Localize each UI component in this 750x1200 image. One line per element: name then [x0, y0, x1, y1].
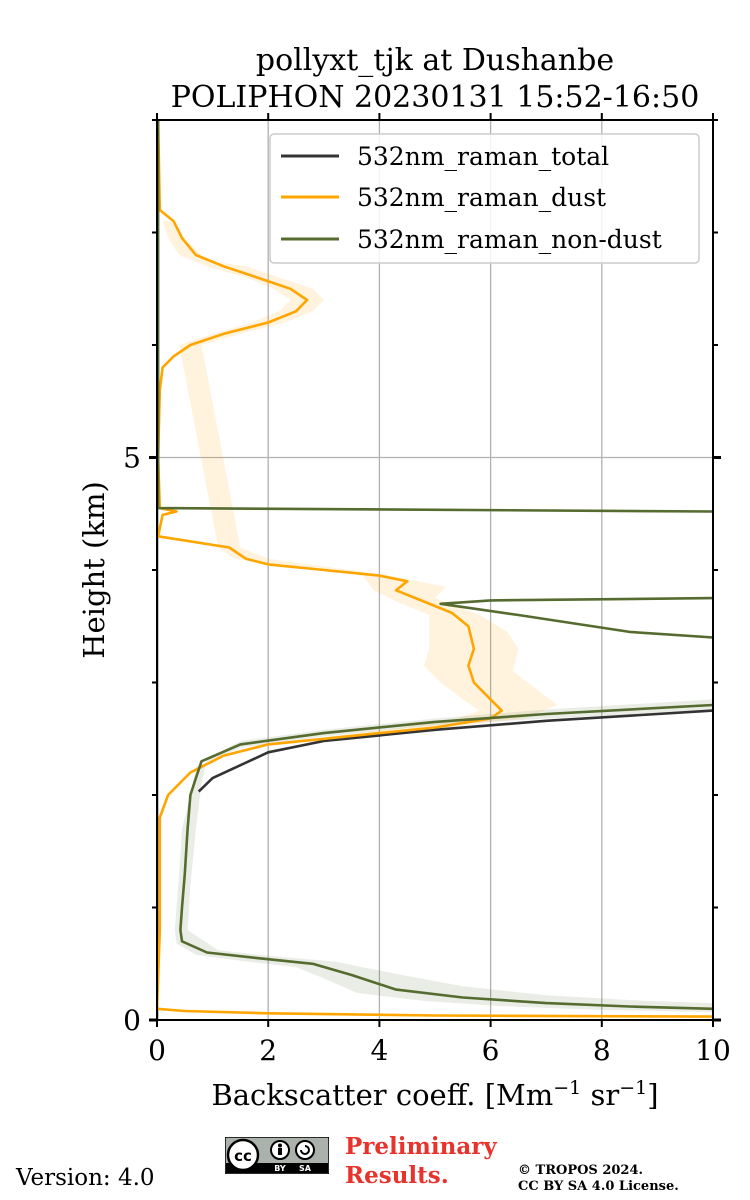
series-line-532nm_raman_non-dust-seg0	[157, 120, 713, 513]
x-tick-label-10: 10	[695, 1034, 731, 1067]
axis-ticks: 0 2 4 6 8 10 0 5	[123, 113, 731, 1067]
legend-label-dust: 532nm_raman_dust	[357, 183, 606, 212]
chart-title-line2: POLIPHON 20230131 15:52-16:50	[171, 80, 700, 115]
series-lines	[157, 120, 713, 1020]
series-line-532nm_raman_dust-seg0	[157, 120, 713, 1018]
x-axis-label-main: Backscatter coeff. [Mm	[211, 1078, 553, 1112]
preliminary-results-notice: Preliminary Results.	[345, 1132, 497, 1190]
copyright-line1: © TROPOS 2024.	[518, 1163, 644, 1178]
cc-by-text: BY	[274, 1164, 286, 1173]
x-tick-label-2: 2	[259, 1034, 277, 1067]
legend-label-non-dust: 532nm_raman_non-dust	[357, 225, 662, 254]
x-axis-label-exp1: −1	[553, 1077, 581, 1099]
legend-label-total: 532nm_raman_total	[357, 142, 609, 171]
x-tick-label-6: 6	[482, 1034, 500, 1067]
cc-by-sa-badge: cc BY SA	[225, 1137, 329, 1174]
x-axis-label-end: ]	[647, 1078, 658, 1112]
chart-title-line1: pollyxt_tjk at Dushanbe	[256, 43, 614, 78]
legend-box	[269, 133, 700, 264]
cc-sa-text: SA	[299, 1164, 312, 1173]
legend: 532nm_raman_total 532nm_raman_dust 532nm…	[269, 133, 700, 264]
y-tick-label-0: 0	[123, 1004, 141, 1037]
preliminary-line2: Results.	[345, 1162, 449, 1189]
band-532nm_raman_dust	[162, 221, 558, 739]
x-tick-label-0: 0	[148, 1034, 166, 1067]
share-alike-icon	[295, 1140, 315, 1160]
uncertainty-bands	[162, 221, 713, 1013]
x-axis-label: Backscatter coeff. [Mm−1 sr−1]	[211, 1077, 658, 1112]
cc-symbol: cc	[234, 1147, 252, 1165]
series-line-532nm_raman_total-seg1	[197, 709, 713, 793]
copyright-line2: CC BY SA 4.0 License.	[518, 1179, 679, 1194]
x-tick-label-8: 8	[593, 1034, 611, 1067]
cc-icon	[226, 1138, 260, 1172]
version-label: Version: 4.0	[16, 1165, 155, 1191]
copyright-notice: © TROPOS 2024. CC BY SA 4.0 License.	[518, 1163, 679, 1195]
x-tick-label-4: 4	[370, 1034, 388, 1067]
preliminary-line1: Preliminary	[345, 1133, 497, 1160]
x-axis-label-mid: sr	[581, 1078, 619, 1112]
x-axis-label-exp2: −1	[619, 1077, 647, 1099]
series-line-532nm_raman_non-dust-seg2	[179, 703, 713, 1011]
y-tick-label-5: 5	[123, 442, 141, 475]
series-line-532nm_raman_non-dust-seg1	[439, 596, 713, 639]
y-axis-label: Height (km)	[77, 481, 111, 659]
